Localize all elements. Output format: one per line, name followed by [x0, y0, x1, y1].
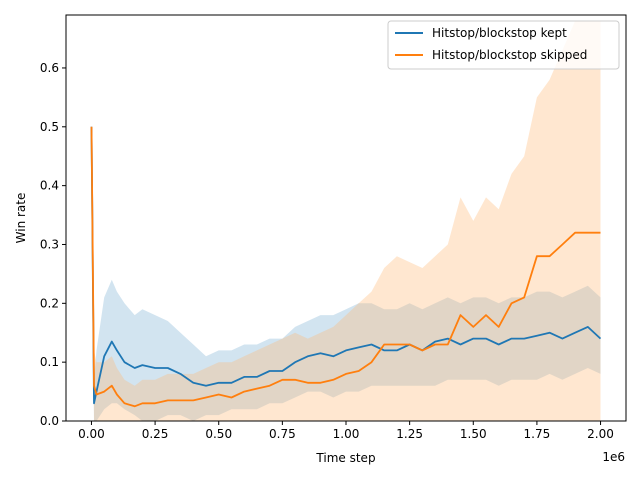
x-tick-label: 0.25 [142, 427, 169, 441]
y-tick-label: 0.4 [40, 179, 59, 193]
legend-label-skipped: Hitstop/blockstop skipped [432, 48, 587, 62]
y-tick-label: 0.2 [40, 296, 59, 310]
y-axis-label: Win rate [14, 193, 28, 244]
confidence-bands [91, 20, 601, 422]
y-axis: 0.0 0.1 0.2 0.3 0.4 0.5 0.6 [40, 61, 66, 428]
x-tick-label: 0.00 [78, 427, 105, 441]
legend-box [387, 20, 620, 70]
line-series-1 [90, 126, 601, 408]
x-axis: 0.00 0.25 0.50 0.75 1.00 1.25 1.50 1.75 2.00 [78, 421, 614, 441]
y-tick-label: 0.3 [40, 237, 59, 251]
x-tick-label: 1.50 [460, 427, 487, 441]
x-axis-label: Time step [315, 451, 375, 465]
x-axis-offset-label: 1e6 [602, 450, 625, 464]
x-tick-label: 0.50 [205, 427, 232, 441]
y-tick-label: 0.0 [40, 414, 59, 428]
x-tick-label: 0.75 [269, 427, 296, 441]
y-tick-label: 0.5 [40, 120, 59, 134]
band-series-0 [91, 126, 601, 422]
series-lines [90, 126, 602, 408]
legend: Hitstop/blockstop kept Hitstop/blockstop… [387, 20, 620, 70]
x-tick-label: 1.00 [333, 427, 360, 441]
legend-label-kept: Hitstop/blockstop kept [432, 26, 567, 40]
x-tick-label: 1.75 [524, 427, 551, 441]
y-tick-label: 0.6 [40, 61, 59, 75]
y-tick-label: 0.1 [40, 355, 59, 369]
line-series-0 [90, 126, 602, 405]
x-tick-label: 1.25 [396, 427, 423, 441]
x-tick-label: 2.00 [587, 427, 614, 441]
band-series-1 [91, 20, 601, 422]
